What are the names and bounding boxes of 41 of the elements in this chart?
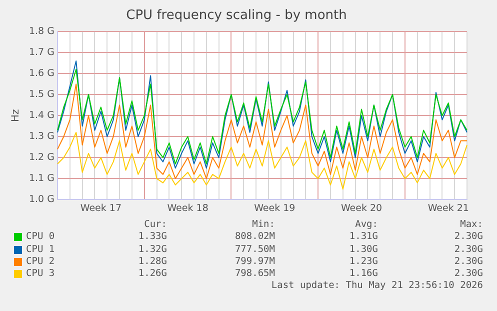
y-tick-label: 1.3 G — [28, 131, 54, 142]
legend-label: CPU 0 — [26, 231, 55, 242]
chart-title: CPU frequency scaling - by month — [126, 8, 347, 24]
y-tick-label: 1.2 G — [28, 152, 54, 164]
y-tick-label: 1.7 G — [28, 47, 54, 58]
x-tick-label: Week 19 — [254, 202, 296, 214]
text: 1.31G — [349, 231, 378, 242]
text: 2.30G — [454, 256, 483, 267]
x-tick-label: Week 17 — [80, 202, 122, 214]
text: Avg: — [355, 219, 378, 230]
legend-label: CPU 2 — [26, 256, 55, 267]
y-tick-label: 1.8 G — [28, 26, 54, 38]
y-tick-label: 1.4 G — [28, 110, 54, 122]
text: 798.65M — [234, 268, 275, 280]
x-tick-label: Week 18 — [167, 202, 208, 214]
text: 799.97M — [234, 256, 275, 267]
text: 1.26G — [138, 268, 167, 280]
text: Max: — [460, 219, 483, 230]
text: Last update: Thu May 21 23:56:10 2026 — [271, 280, 483, 292]
text: Min: — [252, 219, 275, 230]
legend-label: CPU 1 — [26, 244, 55, 255]
text: Cur: — [144, 219, 167, 230]
y-tick-label: 1.6 G — [28, 68, 54, 80]
text: 1.32G — [138, 244, 167, 255]
text: 808.02M — [234, 231, 275, 242]
text: 1.33G — [138, 231, 167, 242]
text: 1.16G — [349, 268, 378, 280]
text: 2.30G — [454, 244, 483, 255]
x-tick-label: Week 20 — [340, 202, 382, 214]
y-axis-title: Hz — [10, 109, 22, 122]
text: 777.50M — [234, 244, 275, 255]
text: 2.30G — [454, 231, 483, 242]
text: 1.23G — [349, 256, 378, 267]
x-tick-label: Week 21 — [428, 202, 469, 214]
text: 1.30G — [349, 244, 378, 255]
y-tick-label: 1.5 G — [28, 89, 54, 100]
y-tick-label: 1.0 G — [28, 194, 54, 206]
legend-label: CPU 3 — [26, 268, 55, 280]
text: 2.30G — [454, 268, 483, 280]
y-tick-label: 1.1 G — [28, 173, 54, 184]
text: 1.28G — [138, 256, 167, 267]
